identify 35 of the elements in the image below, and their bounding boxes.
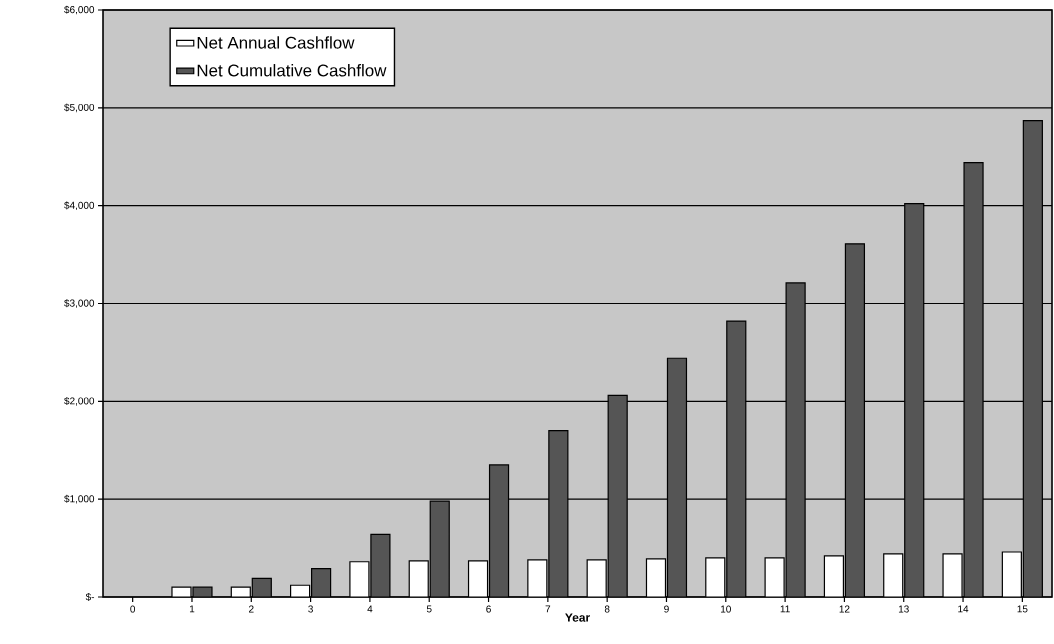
x-tick-label: 12: [839, 605, 850, 613]
bar: [429, 500, 450, 597]
bar: [488, 464, 510, 597]
x-tick-label: 10: [721, 605, 731, 613]
x-tick-label: 1: [189, 605, 195, 613]
y-tick-label: $2,000: [64, 396, 95, 406]
x-tick-label: 5: [426, 605, 432, 613]
x-tick-label: 11: [780, 605, 790, 613]
bar: [666, 357, 688, 597]
x-axis-title: Year: [565, 613, 590, 622]
y-tick-label: $3,000: [64, 299, 95, 308]
y-tick-label: $6,000: [64, 5, 95, 15]
x-tick-label: 8: [604, 605, 610, 613]
bar: [726, 320, 747, 597]
x-tick-label: 15: [1017, 605, 1028, 613]
x-tick-label: 0: [130, 605, 136, 613]
legend-label: Net Annual Cashflow: [197, 36, 355, 49]
x-tick-label: 6: [486, 605, 491, 613]
x-tick-label: 2: [249, 605, 254, 613]
x-tick-label: 3: [308, 605, 313, 613]
x-tick-label: 13: [898, 605, 909, 613]
bar: [1022, 119, 1043, 597]
y-tick-label: $4,000: [64, 201, 95, 210]
y-tick-label: $1,000: [64, 494, 95, 504]
bar: [311, 568, 332, 597]
y-tick-label: $-: [85, 592, 95, 602]
legend-label: Net Cumulative Cashflow: [197, 64, 387, 77]
bar: [607, 394, 628, 597]
x-tick-label: 9: [664, 605, 669, 613]
x-tick-label: 7: [545, 605, 551, 613]
bar: [844, 243, 866, 597]
x-tick-label: 4: [367, 605, 373, 613]
bar: [904, 203, 925, 597]
x-tick-label: 14: [958, 605, 969, 613]
y-tick-label: $5,000: [64, 103, 95, 113]
